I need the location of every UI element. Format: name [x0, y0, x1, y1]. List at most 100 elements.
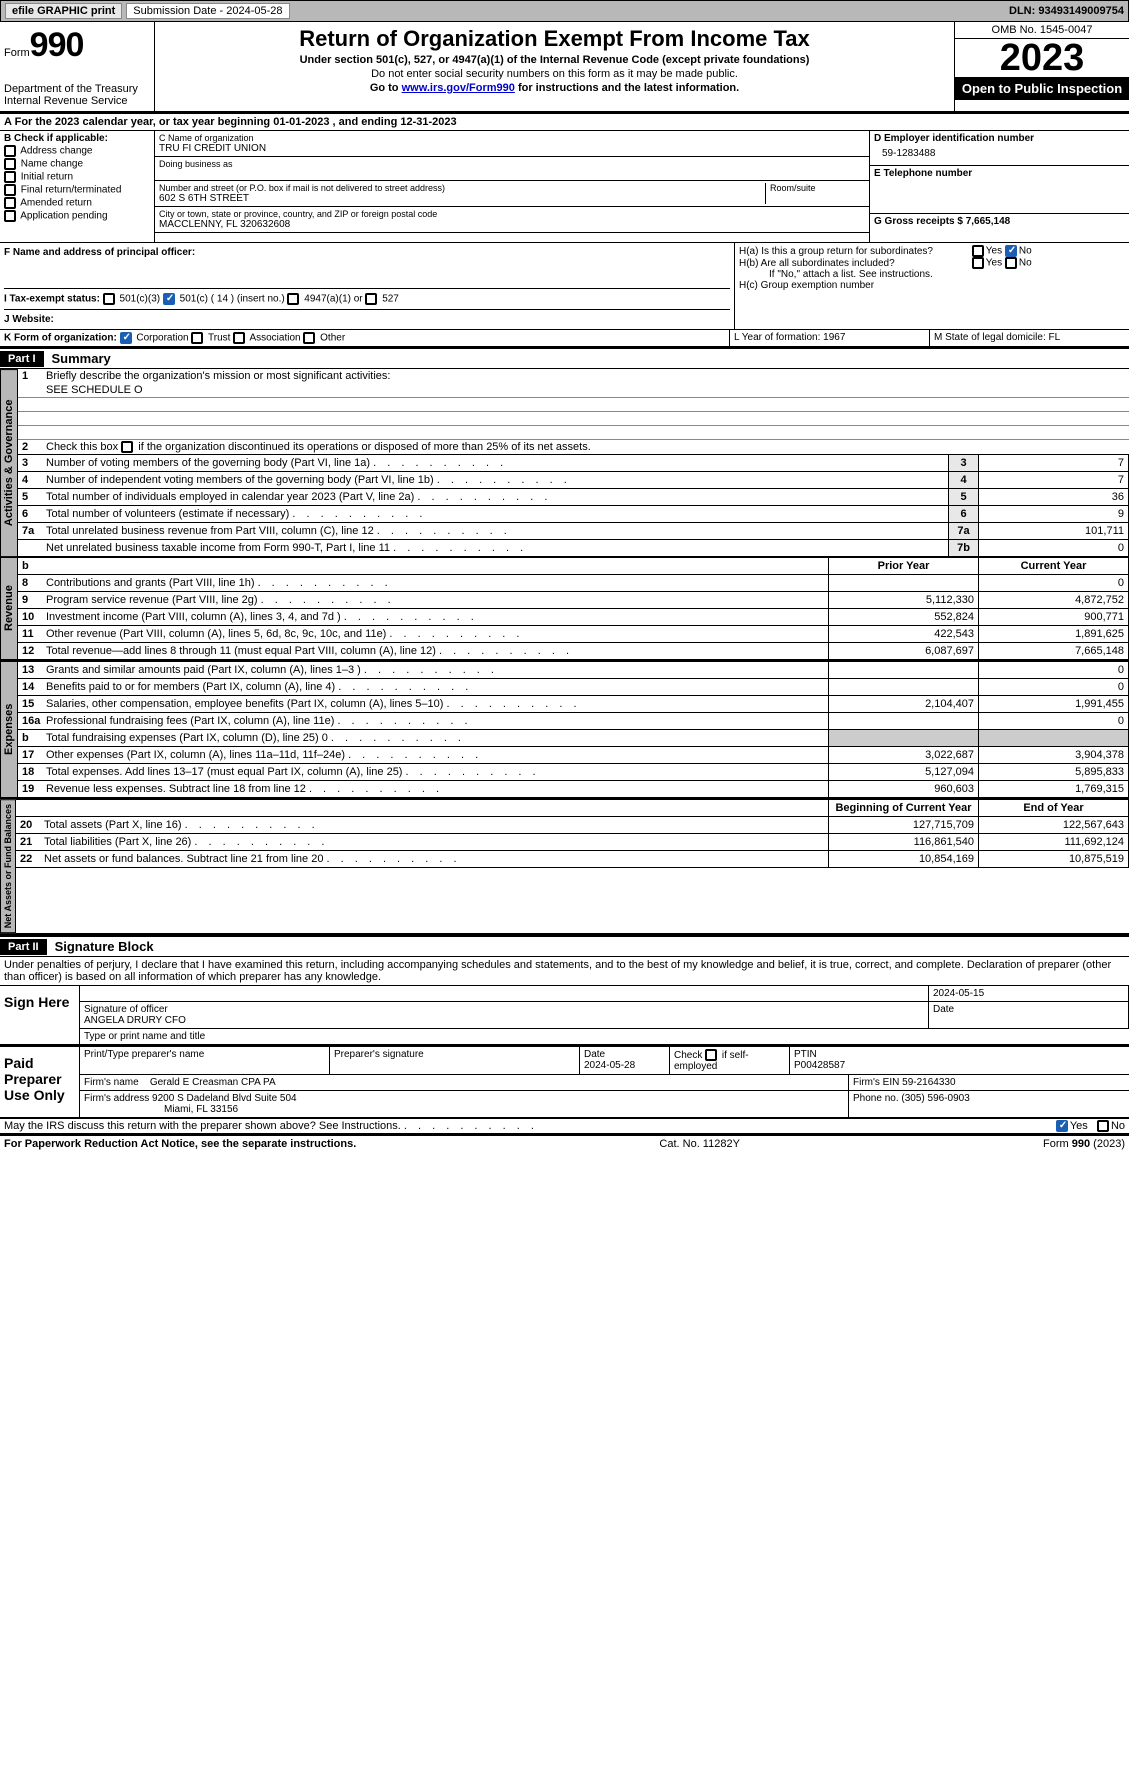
f-label: F Name and address of principal officer: [4, 247, 730, 258]
data-row: 15Salaries, other compensation, employee… [18, 696, 1129, 713]
part1-hdr: Part I [0, 351, 44, 367]
part2-hdr: Part II [0, 939, 47, 955]
declaration: Under penalties of perjury, I declare th… [0, 957, 1129, 985]
phone: (305) 596-0903 [901, 1093, 969, 1104]
cb-initial-return[interactable] [4, 171, 16, 183]
print-name-label: Print/Type preparer's name [80, 1047, 330, 1074]
discuss-no[interactable] [1097, 1120, 1109, 1132]
dy: Yes [1070, 1120, 1088, 1132]
ssn-note: Do not enter social security numbers on … [163, 68, 946, 80]
city-label: City or town, state or province, country… [159, 209, 865, 219]
k-label: K Form of organization: [4, 333, 117, 344]
net-table: Beginning of Current YearEnd of Year 20T… [16, 799, 1129, 868]
k-assoc: Association [249, 333, 300, 344]
data-row: 12Total revenue—add lines 8 through 11 (… [18, 643, 1129, 660]
cb-corp[interactable] [120, 332, 132, 344]
cb-527[interactable] [365, 293, 377, 305]
cb-discontinued[interactable] [121, 441, 133, 453]
open-inspection: Open to Public Inspection [955, 77, 1129, 100]
period-line: A For the 2023 calendar year, or tax yea… [0, 113, 1129, 131]
data-row: bTotal fundraising expenses (Part IX, co… [18, 730, 1129, 747]
data-row: 8Contributions and grants (Part VIII, li… [18, 575, 1129, 592]
footer-mid: Cat. No. 11282Y [659, 1138, 740, 1150]
data-row: 10Investment income (Part VIII, column (… [18, 609, 1129, 626]
box-b-label: B Check if applicable: [4, 133, 150, 144]
row-klm: K Form of organization: Corporation Trus… [0, 330, 1129, 347]
gov-l2: Check this box if the organization disco… [46, 441, 591, 453]
row-fh: F Name and address of principal officer:… [0, 243, 1129, 330]
cb-assoc[interactable] [233, 332, 245, 344]
firm-addr-l: Firm's address [84, 1093, 149, 1104]
ha-no[interactable] [1005, 245, 1017, 257]
c-name-label: C Name of organization [159, 133, 865, 143]
prep-sig-label: Preparer's signature [330, 1047, 580, 1074]
footer: For Paperwork Reduction Act Notice, see … [0, 1134, 1129, 1152]
cb-4947[interactable] [287, 293, 299, 305]
d-label: D Employer identification number [874, 133, 1125, 144]
boxb-item: Application pending [4, 210, 150, 222]
discuss-row: May the IRS discuss this return with the… [0, 1119, 1129, 1134]
cb-name-change[interactable] [4, 158, 16, 170]
l-cell: L Year of formation: 1967 [729, 330, 929, 346]
cb-amended-return[interactable] [4, 197, 16, 209]
hc-label: H(c) Group exemption number [739, 280, 1125, 291]
exp-section: Expenses 13Grants and similar amounts pa… [0, 661, 1129, 799]
room-label: Room/suite [770, 183, 865, 193]
form-header: Form990 Department of the Treasury Inter… [0, 22, 1129, 113]
cb-501c3[interactable] [103, 293, 115, 305]
phone-l: Phone no. [853, 1093, 899, 1104]
cb-address-change[interactable] [4, 145, 16, 157]
opt-4947: 4947(a)(1) or [304, 294, 362, 305]
efile-btn[interactable]: efile GRAPHIC print [5, 3, 122, 19]
data-row: 21Total liabilities (Part X, line 26) 11… [16, 834, 1129, 851]
hb-no[interactable] [1005, 257, 1017, 269]
paid-label: Paid Preparer Use Only [0, 1047, 80, 1117]
firm-addr: 9200 S Dadeland Blvd Suite 504 [152, 1093, 297, 1104]
officer-name: ANGELA DRURY CFO [84, 1015, 924, 1026]
part1-title: Summary [44, 349, 119, 368]
discuss-yes[interactable] [1056, 1120, 1068, 1132]
part1-bar: Part I Summary [0, 347, 1129, 369]
gov-section: Activities & Governance 1Briefly describ… [0, 369, 1129, 557]
hb-note: If "No," attach a list. See instructions… [739, 269, 1125, 280]
tax-year: 2023 [955, 39, 1129, 77]
cb-501c[interactable] [163, 293, 175, 305]
cb-final-return/terminated[interactable] [4, 184, 16, 196]
gov-row: 5Total number of individuals employed in… [18, 489, 1129, 506]
exp-table: 13Grants and similar amounts paid (Part … [18, 661, 1129, 798]
hb-yes[interactable] [972, 257, 984, 269]
cb-trust[interactable] [191, 332, 203, 344]
ha-yes[interactable] [972, 245, 984, 257]
col-current: Current Year [979, 558, 1129, 575]
addr: 602 S 6TH STREET [159, 193, 765, 204]
dn: No [1111, 1120, 1125, 1132]
submission-date: Submission Date - 2024-05-28 [126, 3, 289, 19]
ptin-l: PTIN [794, 1049, 817, 1060]
hb-no-l: No [1019, 258, 1032, 269]
part2-bar: Part II Signature Block [0, 935, 1129, 957]
data-row: 11Other revenue (Part VIII, column (A), … [18, 626, 1129, 643]
goto-prefix: Go to [370, 82, 402, 94]
footer-left: For Paperwork Reduction Act Notice, see … [4, 1138, 356, 1150]
department: Department of the Treasury Internal Reve… [4, 83, 150, 107]
irs-link[interactable]: www.irs.gov/Form990 [402, 82, 515, 94]
goto-line: Go to www.irs.gov/Form990 for instructio… [163, 82, 946, 94]
type-name-label: Type or print name and title [80, 1029, 1129, 1044]
gov-row: Net unrelated business taxable income fr… [18, 540, 1129, 557]
hb-yes-l: Yes [986, 258, 1002, 269]
gov-row: 6Total number of volunteers (estimate if… [18, 506, 1129, 523]
boxb-item: Initial return [4, 171, 150, 183]
j-label: J Website: [4, 314, 54, 325]
cb-application-pending[interactable] [4, 210, 16, 222]
cb-self[interactable] [705, 1049, 717, 1061]
m-cell: M State of legal domicile: FL [929, 330, 1129, 346]
date-label: Date [929, 1002, 1129, 1028]
data-row: 14Benefits paid to or for members (Part … [18, 679, 1129, 696]
form-number: 990 [30, 26, 84, 64]
form-word: Form [4, 47, 30, 59]
data-row: 20Total assets (Part X, line 16) 127,715… [16, 817, 1129, 834]
cb-other[interactable] [303, 332, 315, 344]
org-name: TRU FI CREDIT UNION [159, 143, 865, 154]
goto-suffix: for instructions and the latest informat… [515, 82, 739, 94]
ha-yes-l: Yes [986, 246, 1002, 257]
